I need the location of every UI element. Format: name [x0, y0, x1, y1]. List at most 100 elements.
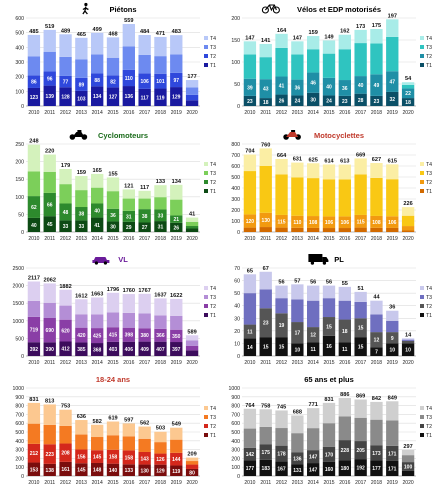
bar-segment-t4 — [275, 158, 288, 175]
legend-label: T3 — [210, 45, 216, 51]
bar-segment-label: 15 — [358, 345, 364, 351]
bar-segment-label: 127 — [109, 95, 118, 101]
bar-segment-t2 — [59, 203, 72, 221]
bar-segment-t4 — [401, 207, 415, 216]
bar-segment-label: 140 — [109, 468, 118, 474]
chart-title: 18-24 ans — [96, 375, 130, 384]
legend-label: T4 — [210, 406, 216, 412]
x-tick-label: 2014 — [92, 480, 103, 486]
bar-segment-t4 — [259, 148, 272, 166]
x-tick-label: 2018 — [371, 110, 382, 116]
bar-segment-label: 24 — [326, 99, 332, 105]
bar-total-label: 1663 — [91, 291, 103, 297]
bar-segment-t1 — [354, 337, 367, 356]
bar-segment-t1 — [106, 341, 120, 356]
bar-segment-t3 — [154, 197, 167, 210]
bar-segment-t2 — [370, 332, 383, 348]
bar-segment-t4 — [122, 423, 135, 437]
bar-segment-label: 110 — [125, 76, 133, 82]
bar-segment-t2 — [354, 318, 367, 338]
x-tick-label: 2013 — [76, 236, 87, 242]
bar-segment-label: 28 — [358, 98, 364, 104]
bar-segment-label: 41 — [94, 223, 100, 229]
bar-segment-t2 — [386, 71, 399, 92]
bar-segment-t3 — [170, 199, 183, 216]
bar-segment-t4 — [75, 176, 88, 191]
legend-swatch — [420, 180, 424, 184]
bar-segment-t4 — [243, 274, 257, 294]
bar-total-label: 549 — [172, 422, 181, 428]
bar-segment-label: 380 — [140, 333, 149, 339]
bar-segment-label: 115 — [357, 219, 365, 225]
bar-segment-label: 29 — [126, 225, 132, 231]
bar-segment-t1 — [75, 342, 88, 356]
bar-total-label: 503 — [156, 426, 165, 432]
bar-segment-label: 223 — [46, 452, 55, 458]
bar-segment-t1 — [75, 90, 88, 106]
bar-segment-t2 — [91, 450, 104, 463]
bar-segment-label: 148 — [93, 467, 102, 473]
bar-segment-t2 — [401, 226, 415, 231]
y-tick-label: 0 — [21, 230, 24, 236]
bar-segment-label: 212 — [30, 451, 39, 457]
bar-segment-t3 — [370, 43, 383, 75]
bar-segment-t3 — [154, 442, 167, 454]
bar-segment-t2 — [307, 450, 320, 464]
bar-segment-t1 — [170, 87, 183, 106]
bar-segment-t1 — [106, 87, 120, 106]
x-tick-label: 2019 — [171, 236, 182, 242]
bar-segment-label: 97 — [173, 78, 179, 84]
bar-segment-t3 — [275, 298, 288, 314]
bar-segment-t2 — [307, 216, 320, 228]
legend-swatch — [420, 295, 424, 299]
bar-segment-label: 31 — [158, 225, 164, 231]
bar-segment-t4 — [322, 402, 336, 424]
bar-segment-t2 — [106, 449, 120, 464]
bar-segment-label: 719 — [30, 328, 39, 334]
bar-segment-t1 — [275, 461, 288, 476]
bar-segment-label: 110 — [293, 220, 301, 226]
bar-segment-t2 — [338, 319, 351, 343]
bar-segment-label: 36 — [342, 86, 348, 92]
legend-label: T4 — [426, 406, 432, 412]
bar-segment-label: 106 — [341, 220, 350, 226]
bar-segment-t4 — [43, 29, 56, 52]
x-tick-label: 2016 — [339, 110, 350, 116]
bar-segment-t1 — [386, 91, 399, 106]
bar-segment-label: 36 — [295, 86, 301, 92]
bar-segment-t2 — [259, 444, 272, 460]
bar-segment-label: 368 — [93, 348, 102, 354]
bar-segment-label: 19 — [279, 323, 285, 329]
bar-segment-t1 — [154, 341, 167, 356]
bar-segment-label: 106 — [325, 220, 334, 226]
bar-total-label: 67 — [263, 266, 269, 272]
legend-label: T4 — [210, 162, 216, 168]
x-tick-label: 2014 — [308, 360, 319, 366]
bar-segment-t3 — [185, 461, 199, 465]
legend-swatch — [420, 162, 424, 166]
bar-segment-t4 — [354, 158, 367, 175]
x-tick-label: 2019 — [171, 360, 182, 366]
bar-total-label: 173 — [356, 24, 365, 30]
bar-segment-label: 139 — [46, 94, 55, 100]
bar-segment-t1 — [138, 341, 151, 356]
bar-segment-t1 — [291, 227, 304, 232]
y-tick-label: 500 — [231, 430, 240, 436]
bar-segment-label: 161 — [61, 467, 70, 473]
bar-total-label: 147 — [293, 35, 302, 41]
bar-segment-t1 — [370, 95, 383, 106]
bar-segment-t2 — [185, 345, 199, 351]
bar-segment-t1 — [43, 463, 56, 476]
x-tick-label: 2012 — [276, 110, 287, 116]
bar-segment-t1 — [401, 98, 415, 106]
legend-swatch — [204, 162, 208, 166]
bar-segment-label: 48 — [63, 210, 69, 216]
bar-segment-t3 — [386, 320, 399, 333]
bar-segment-t4 — [43, 154, 56, 172]
bar-segment-label: 385 — [77, 347, 86, 353]
bar-segment-t1 — [401, 230, 415, 232]
bar-segment-t3 — [170, 54, 183, 73]
bar-segment-label: 403 — [109, 347, 118, 353]
legend-swatch — [420, 286, 424, 290]
bar-segment-t4 — [185, 457, 199, 462]
